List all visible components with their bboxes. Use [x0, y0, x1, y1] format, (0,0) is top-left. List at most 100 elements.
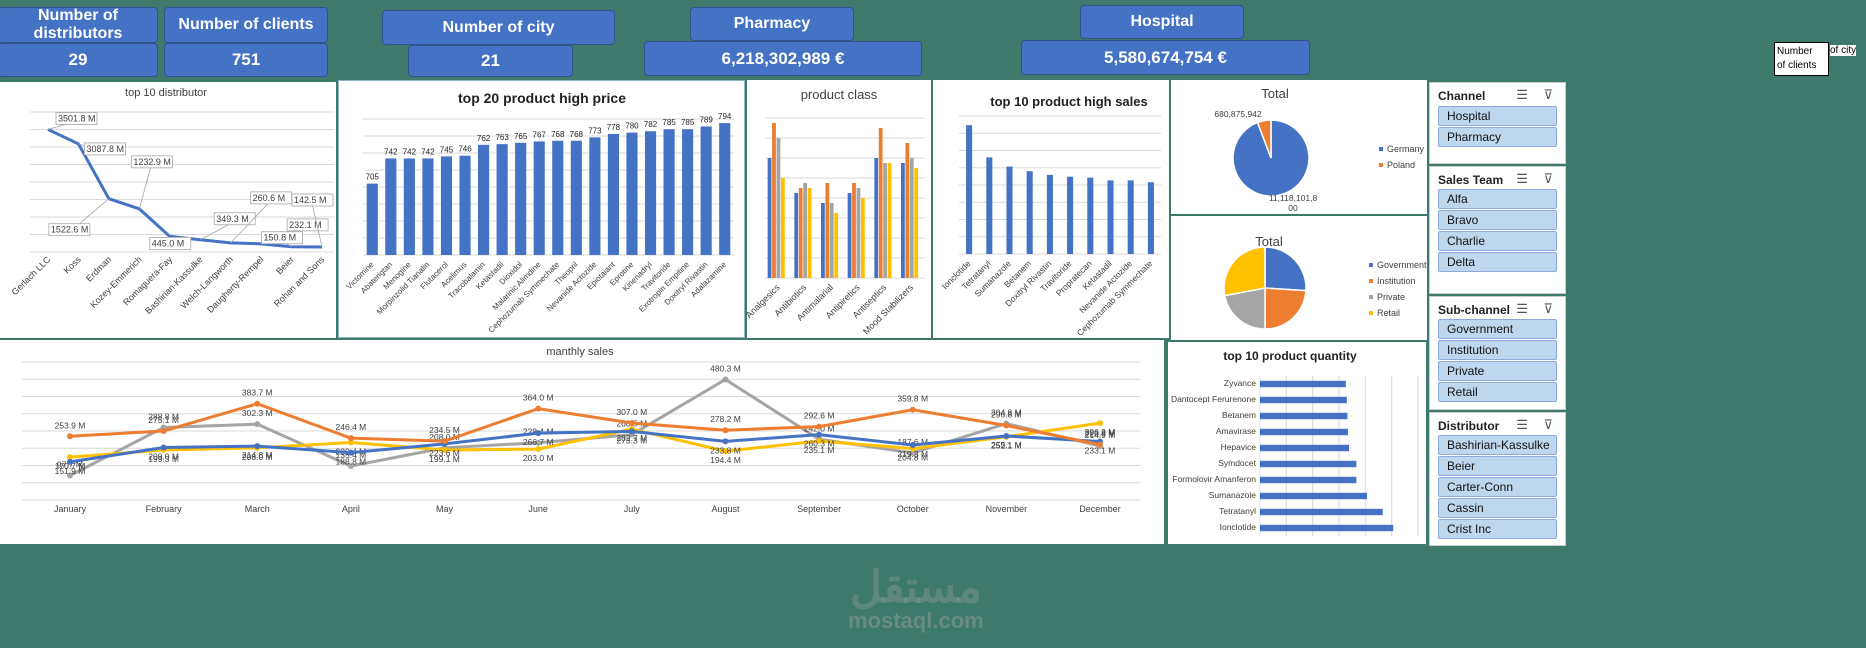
data-label: 150.8 M — [264, 233, 297, 243]
data-point — [160, 444, 167, 451]
watermark-latin: mostaql.com — [848, 608, 984, 633]
slicer-item-charlie[interactable]: Charlie — [1438, 231, 1557, 251]
data-point — [816, 423, 823, 430]
channel-pie-panel: Total Germany Poland 11,118,101,8 00 680,875,… — [1171, 80, 1427, 214]
bar — [1127, 180, 1134, 254]
data-label: 209.0 M — [148, 452, 179, 462]
series-line — [69, 402, 1101, 447]
slicer-item-alfa[interactable]: Alfa — [1438, 189, 1557, 209]
slicer-item-carter-conn[interactable]: Carter-Conn — [1438, 477, 1557, 497]
kpi-clients-value: 751 — [164, 43, 328, 77]
slicer-filter-icon[interactable]: ☰ ⊽ — [1516, 417, 1559, 432]
data-label: 203.0 M — [523, 453, 554, 463]
x-tick-label: Mood Stabilizers — [861, 282, 915, 336]
data-point — [254, 421, 261, 428]
bar — [887, 163, 892, 278]
pie-slice — [1256, 119, 1272, 159]
bar — [1260, 380, 1346, 388]
slicer-item-retail[interactable]: Retail — [1438, 382, 1557, 402]
x-tick-label: Bashirian-Kassulke — [143, 254, 205, 316]
x-tick-label: July — [624, 504, 641, 514]
bar — [1260, 524, 1394, 532]
data-label: 742 — [421, 147, 435, 156]
slicer-item-government[interactable]: Government — [1438, 319, 1557, 339]
data-label: 785 — [662, 118, 676, 127]
data-point — [722, 438, 729, 445]
y-tick-label: Sumanazole — [1209, 490, 1257, 500]
slicer-filter-icon[interactable]: ☰ ⊽ — [1516, 87, 1559, 102]
kpi-distributors-label: Number of distributors — [0, 7, 158, 43]
data-label: 142.5 M — [294, 195, 327, 205]
data-label: 746 — [458, 145, 472, 154]
channel-slicer: Channel ☰ ⊽ Hospital Pharmacy — [1429, 82, 1566, 164]
data-label: 742 — [403, 147, 417, 156]
price-chart: top 20 product high price705Victomine742… — [345, 90, 734, 335]
slicer-item-delta[interactable]: Delta — [1438, 252, 1557, 272]
slicer-item-hospital[interactable]: Hospital — [1438, 106, 1557, 126]
data-label: 11,118,101,8 — [1269, 193, 1318, 203]
data-point — [441, 447, 448, 454]
data-label: 765 — [514, 132, 528, 141]
data-label: 234.5 M — [429, 425, 460, 435]
data-point — [1097, 441, 1103, 448]
data-label: 296.8 M — [991, 410, 1022, 420]
slicer-item-crist-inc[interactable]: Crist Inc — [1438, 519, 1557, 539]
bar — [966, 125, 973, 254]
slicer-item-bashirian-kassulke[interactable]: Bashirian-Kassulke — [1438, 435, 1557, 455]
data-point — [722, 427, 729, 434]
data-label: 255.1 M — [991, 440, 1022, 450]
y-tick-label: Zyvance — [1224, 378, 1256, 388]
bar — [1260, 492, 1367, 500]
data-point — [347, 435, 354, 442]
bar — [552, 140, 564, 255]
channel-pie-chart: Total Germany Poland 11,118,101,800 680,875,… — [1214, 86, 1424, 213]
bar — [589, 137, 601, 255]
data-label: 275.1 M — [148, 415, 179, 425]
slicer-item-cassin[interactable]: Cassin — [1438, 498, 1557, 518]
data-point — [816, 438, 823, 445]
slicer-filter-icon[interactable]: ☰ ⊽ — [1516, 301, 1559, 316]
bar — [607, 133, 619, 255]
x-tick-label: May — [436, 504, 454, 514]
data-label: 194.4 M — [710, 455, 741, 465]
legend-swatch — [1369, 263, 1373, 267]
slicer-item-institution[interactable]: Institution — [1438, 340, 1557, 360]
slicer-item-bravo[interactable]: Bravo — [1438, 210, 1557, 230]
pie-slice — [1223, 287, 1266, 330]
data-label: 780 — [625, 122, 639, 131]
x-tick-label: August — [711, 504, 740, 514]
bar — [803, 183, 807, 278]
slicer-item-beier[interactable]: Beier — [1438, 456, 1557, 476]
series-line — [69, 377, 1101, 477]
data-label: 762 — [477, 134, 491, 143]
legend-entry: Private — [1377, 292, 1405, 302]
data-label: 306.3 M — [1085, 427, 1116, 437]
y-tick-label: Formolovir Amanferon — [1172, 474, 1256, 484]
bar — [1147, 182, 1154, 254]
series-line — [69, 429, 1101, 464]
sales-panel: top 10 product high sales Ionclotide Tetra… — [933, 80, 1169, 338]
class-panel: product class Analgesics Antibiotics Antima… — [747, 80, 931, 338]
bar — [422, 158, 434, 255]
bar — [719, 123, 731, 255]
monthly-panel: manthly sales 97.7 M 288.8 M 302.3 M 135.4 M… — [0, 340, 1164, 544]
x-tick-label: Beier — [274, 254, 296, 276]
x-tick-label: September — [797, 504, 841, 514]
data-label-box — [48, 223, 91, 237]
slicer-item-private[interactable]: Private — [1438, 361, 1557, 381]
data-label: 253.9 M — [55, 420, 86, 430]
slicer-item-pharmacy[interactable]: Pharmacy — [1438, 127, 1557, 147]
data-label-box — [261, 231, 303, 245]
legend-swatch — [1369, 295, 1373, 299]
bar — [914, 168, 919, 278]
slicer-filter-icon[interactable]: ☰ ⊽ — [1516, 171, 1559, 186]
data-label-box — [149, 237, 192, 250]
price-panel: top 20 product high price 705 Victomine 742… — [338, 80, 745, 338]
bar — [459, 155, 471, 255]
data-point — [535, 446, 542, 453]
tooltip-line1: Number — [1777, 46, 1813, 57]
kpi-hospital-label: Hospital — [1080, 5, 1244, 39]
channel-slicer-title: Channel — [1438, 89, 1486, 103]
data-label: 288.8 M — [148, 412, 179, 422]
data-label: 187.6 M — [897, 437, 928, 447]
